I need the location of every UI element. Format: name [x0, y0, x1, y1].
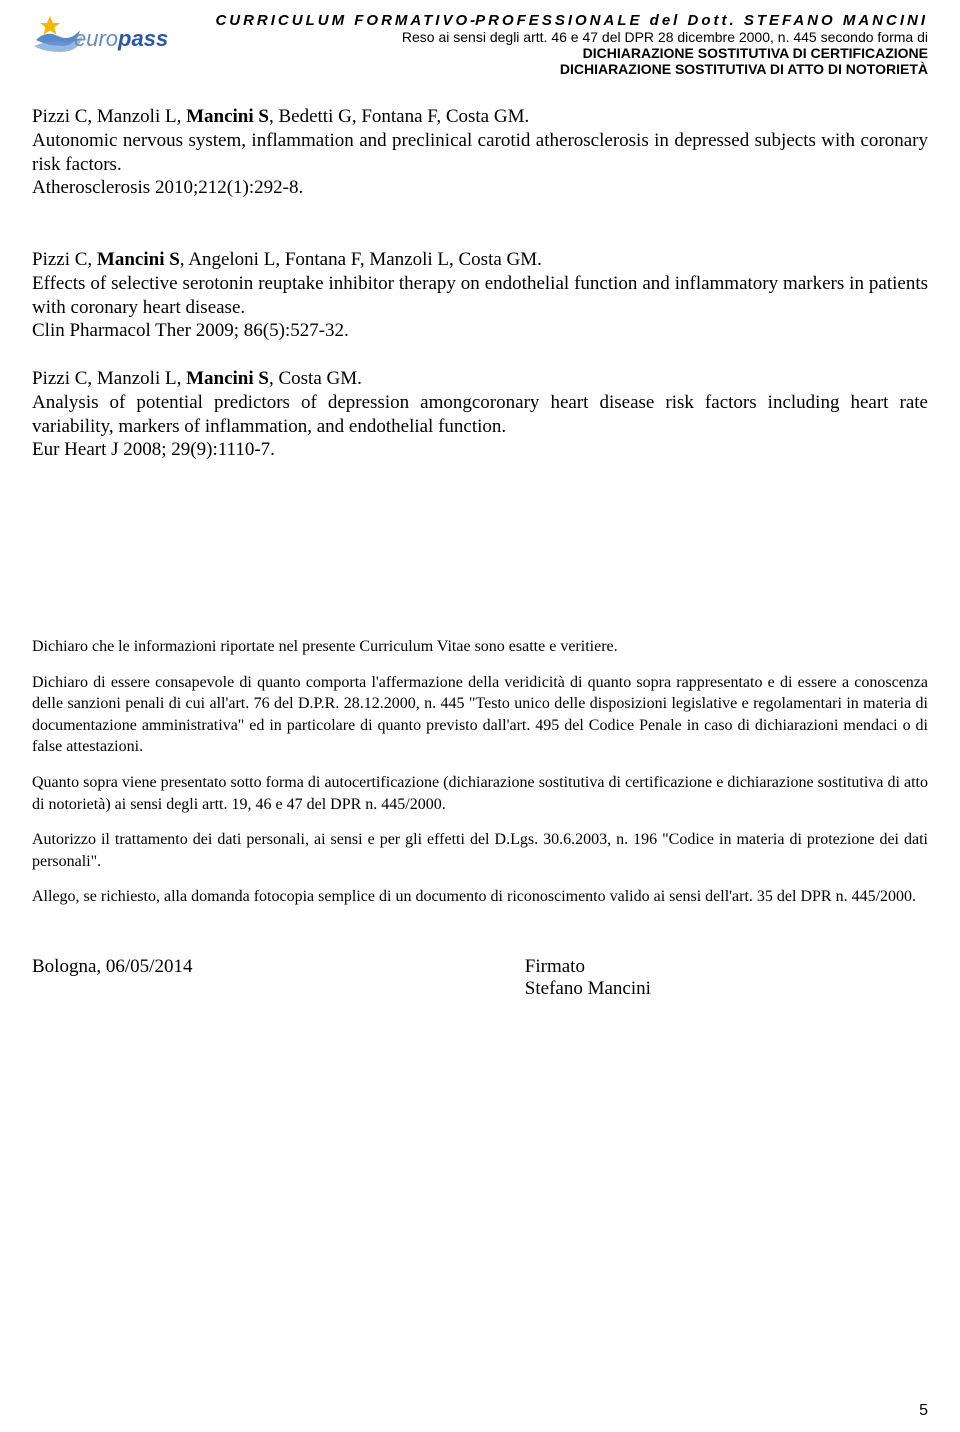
header-line3: DICHIARAZIONE SOSTITUTIVA DI CERTIFICAZI…	[180, 45, 928, 61]
pub-authors-bold: Mancini S	[186, 106, 269, 127]
signature-name: Stefano Mancini	[525, 978, 928, 1000]
pub-authors-bold: Mancini S	[97, 249, 180, 270]
svg-text:europass: europass	[74, 26, 168, 51]
declaration-paragraph: Allego, se richiesto, alla domanda fotoc…	[32, 886, 928, 908]
signature-place-date: Bologna, 06/05/2014	[32, 956, 525, 1000]
header-line2: Reso ai sensi degli artt. 46 e 47 del DP…	[180, 29, 928, 45]
publication-entry: Pizzi C, Manzoli L, Mancini S, Costa GM.…	[32, 367, 928, 462]
publication-entry: Pizzi C, Manzoli L, Mancini S, Bedetti G…	[32, 105, 928, 200]
pub-authors-pre: Pizzi C, Manzoli L,	[32, 368, 186, 389]
pub-title: Analysis of potential predictors of depr…	[32, 392, 928, 437]
pub-authors-pre: Pizzi C, Manzoli L,	[32, 106, 186, 127]
pub-authors-bold: Mancini S	[186, 368, 269, 389]
pub-citation: Clin Pharmacol Ther 2009; 86(5):527-32.	[32, 320, 349, 341]
document-header: europass CURRICULUM FORMATIVO-PROFESSION…	[32, 12, 928, 77]
signature-label: Firmato	[525, 956, 928, 978]
pub-authors-post: , Bedetti G, Fontana F, Costa GM.	[269, 106, 529, 127]
europass-logo: europass	[32, 12, 172, 67]
header-line4: DICHIARAZIONE SOSTITUTIVA DI ATTO DI NOT…	[180, 61, 928, 77]
pub-citation: Eur Heart J 2008; 29(9):1110-7.	[32, 439, 275, 460]
pub-authors-post: , Angeloni L, Fontana F, Manzoli L, Cost…	[180, 249, 542, 270]
header-text-block: CURRICULUM FORMATIVO-PROFESSIONALE del D…	[180, 12, 928, 77]
header-title: CURRICULUM FORMATIVO-PROFESSIONALE del D…	[180, 12, 928, 29]
pub-authors-pre: Pizzi C,	[32, 249, 97, 270]
declaration-paragraph: Dichiaro che le informazioni riportate n…	[32, 636, 928, 658]
declaration-paragraph: Autorizzo il trattamento dei dati person…	[32, 829, 928, 872]
pub-title: Autonomic nervous system, inflammation a…	[32, 130, 928, 175]
page-number: 5	[919, 1402, 928, 1420]
declaration-paragraph: Quanto sopra viene presentato sotto form…	[32, 772, 928, 815]
pub-authors-post: , Costa GM.	[269, 368, 362, 389]
signature-row: Bologna, 06/05/2014 Firmato Stefano Manc…	[32, 956, 928, 1000]
pub-citation: Atherosclerosis 2010;212(1):292-8.	[32, 177, 303, 198]
pub-title: Effects of selective serotonin reuptake …	[32, 273, 928, 318]
document-page: europass CURRICULUM FORMATIVO-PROFESSION…	[0, 0, 960, 1432]
declaration-paragraph: Dichiaro di essere consapevole di quanto…	[32, 672, 928, 758]
publication-entry: Pizzi C, Mancini S, Angeloni L, Fontana …	[32, 248, 928, 343]
signature-block: Firmato Stefano Mancini	[525, 956, 928, 1000]
